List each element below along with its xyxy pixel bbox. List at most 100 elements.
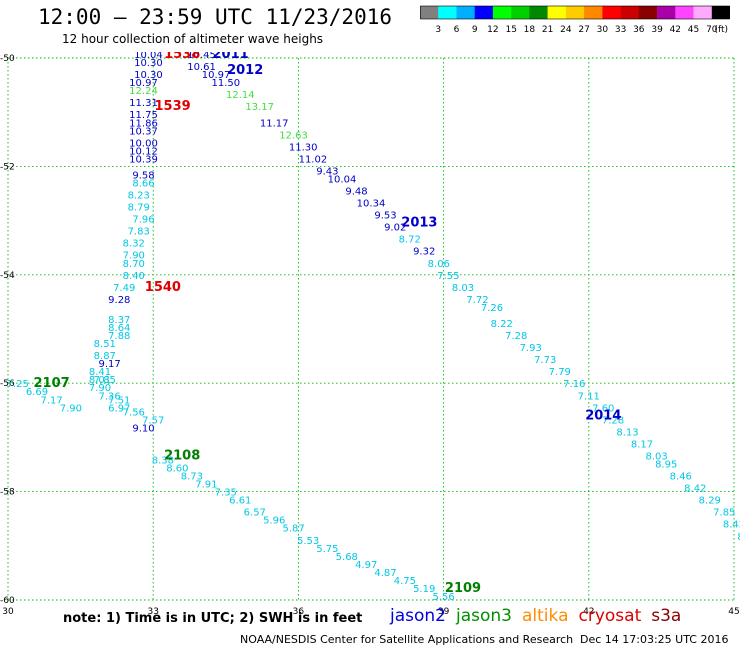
wave-height-value: 10.61 [187, 62, 216, 73]
map-title: 12:00 — 23:59 UTC 11/23/2016 [38, 5, 393, 29]
wave-height-value: 8.41 [89, 367, 111, 378]
wave-height-value: 7.88 [108, 331, 130, 342]
color-swatch [438, 6, 457, 19]
wave-height-value: 7.56 [123, 407, 145, 418]
color-swatch [420, 6, 439, 19]
color-scale-label: 27 [578, 25, 589, 35]
wave-height-value: 7.49 [113, 283, 135, 294]
wave-height-value: 5.87 [282, 524, 304, 535]
wave-height-value: 8.03 [645, 452, 667, 463]
wave-height-value: 12.63 [279, 130, 308, 141]
color-swatch [620, 6, 640, 19]
wave-height-value: 7.35 [215, 488, 237, 499]
wave-height-value: 7.85 [94, 375, 116, 386]
wave-height-value: 7.91 [195, 480, 217, 491]
wave-height-value: 10.37 [129, 126, 158, 137]
wave-height-value: 7.28 [505, 331, 527, 342]
wave-height-value: 7.16 [563, 379, 585, 390]
color-scale-label: 18 [524, 25, 536, 35]
longitude-tick-label: 33 [147, 607, 158, 617]
wave-height-value: 7.73 [534, 355, 556, 366]
wave-height-value: 10.12 [129, 146, 158, 157]
longitude-tick-label: 45 [728, 607, 739, 617]
wave-height-value: 7.72 [466, 295, 488, 306]
wave-height-value: 8.32 [123, 239, 145, 250]
wave-height-value: 8.60 [166, 464, 188, 475]
pass-number-label: 2108 [164, 449, 200, 464]
color-swatch [511, 6, 530, 19]
wave-height-value: 8.13 [616, 427, 638, 438]
wave-height-value: 9.10 [132, 423, 154, 434]
wave-height-value: 5.56 [432, 592, 454, 603]
color-scale-unit: (ft) [714, 25, 728, 35]
color-scale-label: 70 [706, 25, 718, 35]
wave-height-value: 12.14 [226, 90, 255, 101]
wave-height-value: 9.58 [132, 170, 154, 181]
wave-height-value: 10.04 [134, 50, 163, 61]
wave-height-value: 12.24 [129, 86, 158, 97]
wave-height-value: 7.85 [713, 508, 735, 519]
wave-height-value: 11.30 [289, 142, 318, 153]
wave-height-value: 8.42 [684, 484, 706, 495]
pass-number-label: 2011 [213, 47, 249, 62]
longitude-tick-label: 30 [2, 607, 14, 617]
wave-height-value: 10.00 [129, 138, 158, 149]
wave-height-value: 7.55 [437, 271, 459, 282]
latitude-tick-label: -58 [0, 488, 15, 498]
color-swatch [711, 6, 730, 19]
longitude-tick-label: 42 [583, 607, 594, 617]
latitude-tick-label: -50 [0, 54, 15, 64]
wave-height-value: 5.53 [297, 536, 319, 547]
wave-height-value: 8.51 [94, 339, 116, 350]
color-swatch [638, 6, 658, 19]
wave-height-value: 10.39 [129, 154, 158, 165]
wave-height-value: 7.17 [40, 395, 62, 406]
color-swatch [456, 6, 475, 19]
wave-height-value: 8.37 [108, 315, 130, 326]
color-scale-label: 42 [670, 25, 681, 35]
color-swatch [602, 6, 621, 19]
wave-height-value: 11.31 [129, 98, 158, 109]
pass-number-label: 2107 [34, 376, 70, 391]
wave-height-value: 8.01 [89, 375, 111, 386]
wave-height-value: 8.72 [399, 235, 421, 246]
color-scale-label: 33 [615, 25, 626, 35]
wave-height-value: 8.40 [123, 271, 145, 282]
legend-item-cryosat: cryosat [578, 606, 642, 626]
wave-height-value: 5.68 [336, 552, 358, 563]
latitude-tick-label: -60 [0, 596, 15, 606]
wave-height-value: 8.73 [181, 472, 203, 483]
color-scale-label: 45 [688, 25, 699, 35]
generation-timestamp: Dec 14 17:03:25 UTC 2016 [580, 633, 729, 646]
wave-height-value: 9.32 [413, 247, 435, 258]
color-scale-label: 6 [454, 25, 460, 35]
wave-height-value: 7.57 [142, 415, 164, 426]
wave-height-value: 5.75 [316, 544, 338, 555]
wave-height-value: 6.69 [26, 387, 48, 398]
pass-number-label: 2014 [585, 408, 621, 423]
wave-height-value: 8.64 [108, 323, 130, 334]
wave-height-value: 10.30 [134, 70, 163, 81]
wave-height-value: 9.43 [316, 166, 338, 177]
wave-height-value: 9.17 [98, 359, 120, 370]
pass-number-label: 2012 [227, 63, 263, 78]
wave-height-value: 10.97 [202, 70, 231, 81]
color-swatch [675, 6, 694, 19]
wave-height-value: 8.38 [152, 456, 174, 467]
legend-item-altika: altika [522, 606, 569, 626]
wave-height-value: 4.87 [374, 568, 396, 579]
wave-height-value: 6.97 [108, 403, 130, 414]
wave-height-value: 11.17 [260, 118, 289, 129]
wave-height-value: 7.25 [7, 379, 29, 390]
color-swatch [565, 6, 585, 19]
color-swatch [529, 6, 548, 19]
pass-number-label: 1540 [145, 280, 181, 295]
wave-height-value: 8.46 [670, 472, 692, 483]
wave-height-value: 10.30 [134, 58, 163, 69]
legend-item-jason3: jason3 [456, 606, 512, 626]
longitude-tick-label: 39 [438, 607, 450, 617]
wave-height-value: 8.79 [128, 203, 150, 214]
wave-height-value: 8.23 [128, 191, 150, 202]
wave-height-value: 8.87 [94, 351, 116, 362]
